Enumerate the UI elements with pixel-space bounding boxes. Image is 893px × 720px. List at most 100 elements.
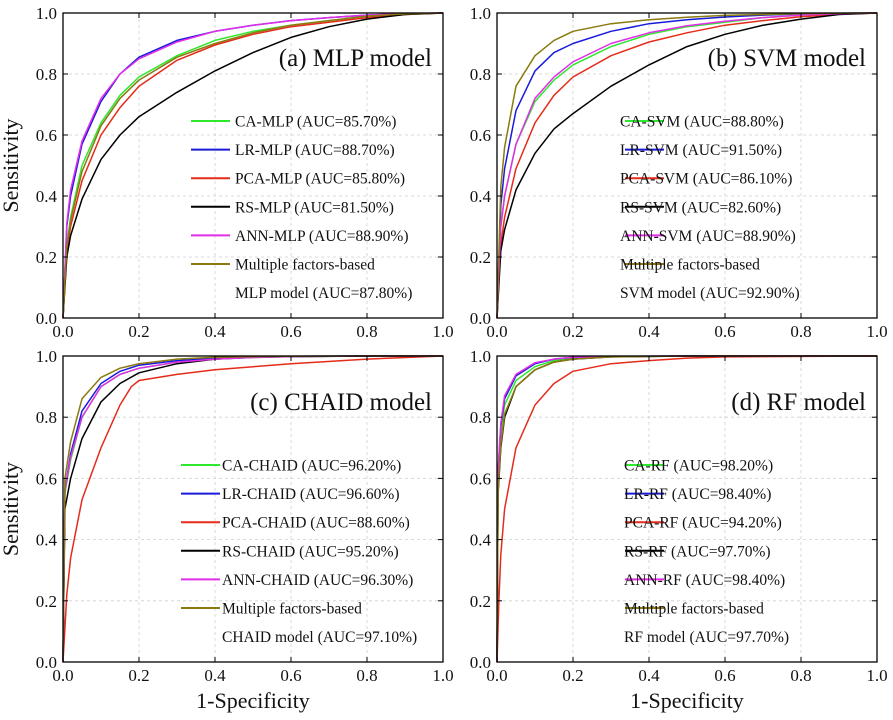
y-tick-label: 0.8 — [470, 65, 491, 84]
legend-label-rs: RS-SVM (AUC=82.60%) — [620, 199, 781, 216]
x-tick-label: 1.0 — [866, 322, 887, 341]
legend-label-pca: PCA-CHAID (AUC=88.60%) — [222, 515, 410, 532]
y-tick-label: 0.2 — [36, 592, 57, 611]
x-tick-label: 0.8 — [790, 666, 811, 685]
x-tick-label: 0.2 — [128, 666, 149, 685]
x-tick-label: 1.0 — [432, 666, 453, 685]
y-tick-label: 0.0 — [470, 653, 491, 672]
y-tick-label: 0.6 — [470, 126, 491, 145]
x-tick-label: 0.6 — [714, 666, 735, 685]
legend-label-ann: ANN-MLP (AUC=88.90%) — [235, 228, 409, 245]
y-tick-label: 1.0 — [470, 347, 491, 366]
y-tick-label: 1.0 — [36, 4, 57, 23]
legend-label-lr: LR-MLP (AUC=88.70%) — [235, 142, 395, 159]
x-tick-label: 0.4 — [638, 666, 660, 685]
legend-label-lr: LR-RF (AUC=98.40%) — [624, 486, 771, 503]
x-axis-label: 1-Specificity — [630, 688, 744, 713]
y-tick-label: 0.2 — [470, 248, 491, 267]
y-tick-label: 0.8 — [36, 65, 57, 84]
x-tick-label: 0.2 — [128, 322, 149, 341]
roc-curve-pca — [496, 12, 878, 319]
roc-panel-4: 0.0 0.2 0.4 0.6 0.8 1.0 0.0 0.2 0.4 0.6 0.8 1.0 1-Sp… — [470, 347, 888, 713]
legend-label-pca: PCA-RF (AUC=94.20%) — [624, 515, 782, 532]
roc-curve-multiple — [62, 12, 444, 319]
x-tick-label: 1.0 — [432, 322, 453, 341]
panel-title: (c) CHAID model — [250, 389, 432, 416]
legend-label-multiple: Multiple factors-based — [624, 601, 764, 618]
legend-label-lr: LR-SVM (AUC=91.50%) — [620, 142, 782, 159]
plot-frame — [496, 355, 878, 663]
y-tick-label: 0.6 — [470, 469, 491, 488]
legend-label-multiple: Multiple factors-based — [620, 257, 760, 274]
x-tick-label: 0.8 — [356, 666, 377, 685]
x-tick-label: 0.6 — [280, 666, 301, 685]
legend-label-rs: RS-CHAID (AUC=95.20%) — [222, 543, 399, 560]
y-tick-label: 0.4 — [36, 187, 58, 206]
x-tick-label: 0.2 — [562, 322, 583, 341]
roc-curve-pca — [496, 355, 878, 663]
legend-label-ann: ANN-SVM (AUC=88.90%) — [620, 228, 796, 245]
legend-label-ca: CA-SVM (AUC=88.80%) — [620, 114, 784, 131]
roc-curve-rs — [496, 12, 878, 319]
x-tick-label: 0.4 — [204, 666, 226, 685]
y-tick-label: 0.4 — [470, 187, 492, 206]
y-tick-label: 0.6 — [36, 469, 57, 488]
y-tick-label: 0.0 — [36, 309, 57, 328]
x-tick-label: 0.4 — [638, 322, 660, 341]
legend-label-pca: PCA-MLP (AUC=85.80%) — [235, 171, 405, 188]
x-tick-label: 0.8 — [356, 322, 377, 341]
legend-label-ca: CA-MLP (AUC=85.70%) — [235, 114, 396, 131]
x-tick-label: 1.0 — [866, 666, 887, 685]
x-tick-label: 0.0 — [52, 322, 73, 341]
y-tick-label: 0.6 — [36, 126, 57, 145]
y-axis-label: Sensitivity — [0, 462, 23, 556]
legend: CA-MLP (AUC=85.70%) LR-MLP (AUC=88.70%) PC… — [191, 114, 412, 302]
y-tick-label: 1.0 — [36, 347, 57, 366]
roc-panel-1: 0.0 0.2 0.4 0.6 0.8 1.0 0.0 0.2 0.4 0.6 0.8 1.0 Sens… — [0, 4, 454, 341]
legend-label-multiple: SVM model (AUC=92.90%) — [620, 285, 800, 302]
x-tick-label: 0.6 — [280, 322, 301, 341]
plot-frame — [496, 12, 878, 319]
x-tick-label: 0.0 — [52, 666, 73, 685]
panel-title: (d) RF model — [731, 389, 866, 416]
legend-label-ca: CA-RF (AUC=98.20%) — [624, 458, 773, 475]
plot-frame — [62, 355, 444, 663]
y-tick-label: 0.4 — [36, 531, 58, 550]
legend-label-ann: ANN-CHAID (AUC=96.30%) — [222, 572, 413, 589]
x-axis-label: 1-Specificity — [196, 688, 310, 713]
y-tick-label: 0.0 — [36, 653, 57, 672]
legend-label-rs: RS-MLP (AUC=81.50%) — [235, 199, 394, 216]
legend-label-lr: LR-CHAID (AUC=96.60%) — [222, 486, 400, 503]
roc-panel-2: 0.0 0.2 0.4 0.6 0.8 1.0 0.0 0.2 0.4 0.6 0.8 1.0 (b) … — [470, 4, 888, 341]
x-tick-label: 0.2 — [562, 666, 583, 685]
roc-panel-3: 0.0 0.2 0.4 0.6 0.8 1.0 0.0 0.2 0.4 0.6 0.8 1.0 Sens… — [0, 347, 454, 713]
roc-curve-pca — [62, 355, 444, 663]
legend-label-multiple: RF model (AUC=97.70%) — [624, 629, 789, 646]
y-tick-label: 0.8 — [470, 408, 491, 427]
x-tick-label: 0.0 — [486, 322, 507, 341]
y-axis-label: Sensitivity — [0, 118, 23, 212]
legend-label-rs: RS-RF (AUC=97.70%) — [624, 543, 771, 560]
roc-curve-pca — [62, 12, 444, 319]
roc-curve-multiple — [496, 12, 878, 319]
y-tick-label: 0.2 — [36, 248, 57, 267]
y-tick-label: 0.2 — [470, 592, 491, 611]
y-tick-label: 0.4 — [470, 531, 492, 550]
legend: CA-RF (AUC=98.20%) LR-RF (AUC=98.40%) PCA-… — [624, 458, 789, 647]
roc-curve-rs — [62, 12, 444, 319]
panel-title: (a) MLP model — [279, 45, 432, 72]
legend: CA-CHAID (AUC=96.20%) LR-CHAID (AUC=96.60… — [181, 458, 417, 646]
y-tick-label: 0.8 — [36, 408, 57, 427]
legend-label-multiple: MLP model (AUC=87.80%) — [235, 285, 412, 302]
x-tick-label: 0.8 — [790, 322, 811, 341]
roc-curve-ann — [496, 12, 878, 319]
legend-label-pca: PCA-SVM (AUC=86.10%) — [620, 171, 792, 188]
legend: CA-SVM (AUC=88.80%) LR-SVM (AUC=91.50%) PC… — [620, 114, 800, 303]
y-tick-label: 0.0 — [470, 309, 491, 328]
y-tick-label: 1.0 — [470, 4, 491, 23]
roc-curve-ann — [62, 12, 444, 319]
legend-label-multiple: Multiple factors-based — [222, 601, 362, 618]
panel-title: (b) SVM model — [708, 45, 866, 72]
plot-frame — [62, 12, 444, 319]
